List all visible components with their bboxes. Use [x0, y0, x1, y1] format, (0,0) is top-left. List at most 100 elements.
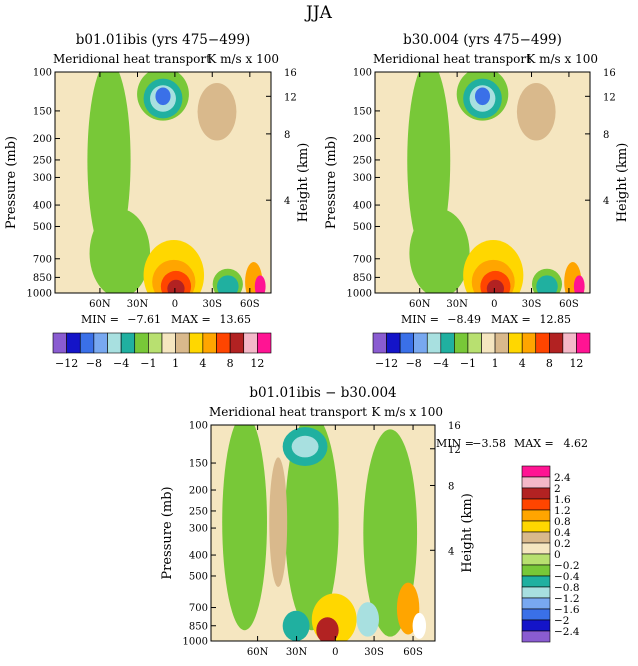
- contour-region: [573, 275, 585, 293]
- y-tick-label: 300: [353, 173, 372, 184]
- colorbar-swatch: [521, 608, 551, 621]
- y-tick-label: 400: [353, 201, 372, 212]
- colorbar-swatch: [216, 332, 231, 354]
- colorbar-swatch: [549, 332, 564, 354]
- colorbar-swatch: [386, 332, 401, 354]
- y-axis-label-right: Height (km): [615, 143, 630, 223]
- panel-subtitle-left: Meridional heat transport: [373, 52, 531, 66]
- colorbar-swatch: [440, 332, 455, 354]
- colorbar-label: −0.2: [554, 560, 580, 572]
- colorbar-label: −0.8: [554, 582, 580, 594]
- y-tick-label: 500: [33, 222, 52, 233]
- contour-field: [211, 425, 435, 641]
- x-tick-label: 60S: [559, 299, 579, 310]
- colorbar-swatch: [521, 564, 551, 577]
- contour-region: [356, 602, 379, 637]
- colorbar-label: −1: [460, 357, 476, 370]
- colorbar-swatch: [521, 498, 551, 511]
- contour-region: [156, 169, 192, 249]
- colorbar-swatch: [535, 332, 550, 354]
- y-tick-label: 150: [33, 106, 52, 117]
- x-tick-label: 30N: [127, 299, 149, 310]
- contour-region: [282, 610, 310, 641]
- colorbar-swatch: [521, 553, 551, 566]
- colorbar-label: −4: [433, 357, 449, 370]
- panel-subtitle-right: K m/s x 100: [371, 405, 443, 419]
- colorbar-swatch: [426, 332, 442, 354]
- colorbar-label: 0.8: [554, 516, 571, 528]
- height-tick-label: 8: [603, 130, 609, 141]
- colorbar-swatch: [134, 332, 149, 354]
- min-value: −7.61: [127, 313, 161, 326]
- colorbar-label: 1.2: [554, 505, 571, 517]
- colorbar-label: 2.4: [554, 472, 571, 484]
- colorbar-label: 2: [554, 483, 561, 495]
- contour-region: [486, 279, 504, 293]
- height-tick-label: 4: [284, 196, 290, 207]
- y-tick-label: 1000: [27, 289, 52, 300]
- panel-title: b01.01ibis − b30.004: [249, 385, 396, 401]
- contour-region: [222, 425, 267, 631]
- colorbar-label: 12: [569, 357, 583, 370]
- colorbar-swatch: [188, 332, 204, 354]
- colorbar-swatch: [66, 332, 81, 354]
- colorbar-label: −1.6: [554, 604, 580, 616]
- colorbar-swatch: [521, 531, 551, 544]
- y-tick-label: 400: [33, 201, 52, 212]
- height-tick-label: 16: [448, 421, 461, 432]
- y-tick-label: 200: [33, 134, 52, 145]
- min-label: MIN =: [81, 313, 119, 326]
- colorbar-swatch: [229, 332, 245, 354]
- y-tick-label: 700: [353, 254, 372, 265]
- colorbar-swatch: [494, 332, 509, 354]
- panel-subtitle-left: Meridional heat transport: [53, 52, 211, 66]
- y-tick-label: 400: [189, 551, 208, 562]
- y-tick-label: 1000: [183, 637, 208, 648]
- contour-region: [167, 279, 185, 293]
- colorbar-swatch: [257, 332, 272, 354]
- x-tick-label: 30N: [446, 299, 468, 310]
- colorbar-swatch: [52, 332, 67, 354]
- y-axis-label: Pressure (mb): [324, 136, 339, 229]
- colorbar-label: −12: [375, 357, 398, 370]
- colorbar-swatch: [372, 332, 387, 354]
- colorbar-label: 4: [519, 357, 526, 370]
- height-tick-label: 8: [284, 130, 290, 141]
- x-tick-label: 30N: [286, 647, 308, 658]
- colorbar-swatch: [148, 332, 163, 354]
- colorbar-swatch: [521, 487, 551, 500]
- y-axis-label: Pressure (mb): [160, 486, 175, 579]
- colorbar-swatch: [521, 630, 551, 643]
- height-tick-label: 12: [448, 445, 461, 456]
- y-tick-label: 250: [353, 155, 372, 166]
- y-tick-label: 300: [33, 173, 52, 184]
- y-axis-label-right: Height (km): [296, 143, 311, 223]
- contour-region: [155, 87, 171, 106]
- colorbar-label: −12: [55, 357, 78, 370]
- min-value: −8.49: [447, 313, 481, 326]
- colorbar-label: 1: [172, 357, 179, 370]
- contour-region: [412, 612, 427, 639]
- y-tick-label: 1000: [347, 289, 372, 300]
- height-tick-label: 4: [603, 196, 609, 207]
- y-tick-label: 100: [353, 68, 372, 79]
- x-tick-label: 0: [172, 299, 178, 310]
- x-tick-label: 0: [332, 647, 338, 658]
- x-tick-label: 60S: [403, 647, 423, 658]
- y-tick-label: 250: [189, 506, 208, 517]
- colorbar-top-1: −12 −8 −4 −1 1 4 8 12: [52, 332, 272, 370]
- height-tick-label: 8: [448, 481, 454, 492]
- colorbar-swatch: [521, 332, 537, 354]
- colorbar-swatch: [161, 332, 176, 354]
- colorbar-label: −4: [113, 357, 129, 370]
- y-axis-label: Pressure (mb): [4, 136, 19, 229]
- contour-region: [197, 83, 237, 141]
- colorbar-swatch: [562, 332, 577, 354]
- contour-region: [536, 275, 558, 293]
- colorbar-label: −8: [86, 357, 102, 370]
- contour-region: [89, 209, 151, 293]
- y-tick-label: 500: [189, 571, 208, 582]
- colorbar-label: 8: [546, 357, 553, 370]
- colorbar-swatch: [521, 509, 551, 522]
